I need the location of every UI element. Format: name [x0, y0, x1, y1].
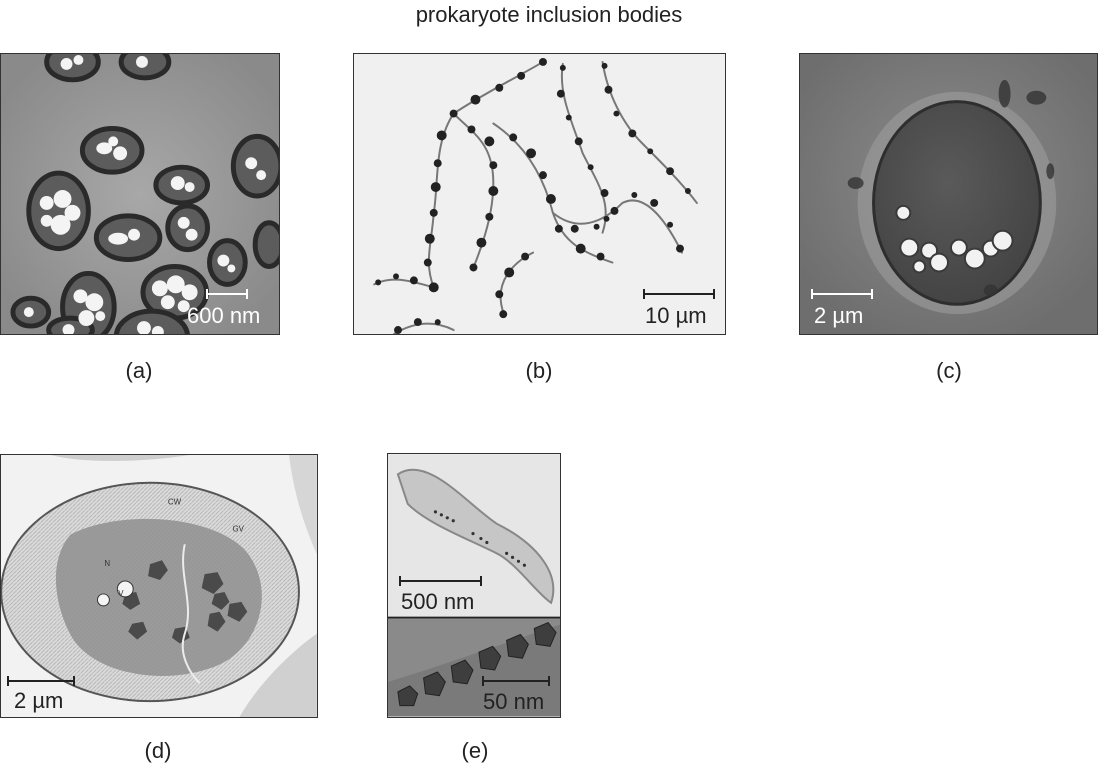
scale-bar: [7, 676, 75, 686]
panel-caption-e: (e): [461, 738, 489, 763]
scale-bar-top-label: 500 nm: [401, 589, 475, 614]
scale-bar: [643, 289, 715, 299]
panel-caption-c: (c): [936, 358, 962, 383]
scale-bar: [811, 289, 873, 299]
scale-bar-bottom: [482, 676, 550, 686]
scale-bar-label: 2 µm: [814, 303, 864, 328]
scale-bar-label: 10 µm: [645, 303, 707, 328]
scale-bar: [206, 289, 248, 299]
panel-caption-d: (d): [144, 738, 172, 763]
panel-caption-b: (b): [525, 358, 553, 383]
panel-caption-a: (a): [125, 358, 153, 383]
micrograph-e-image: [388, 454, 560, 717]
scale-bar-bottom-label: 50 nm: [483, 689, 545, 714]
micrograph-d: CW GV N V 2 µm: [0, 454, 318, 718]
scale-bar-label: 600 nm: [187, 303, 261, 328]
figure-title: prokaryote inclusion bodies: [415, 2, 683, 27]
micrograph-e: 500 nm 50 nm: [387, 453, 561, 718]
micrograph-label-cw: CW: [168, 498, 182, 507]
micrograph-b-image: [354, 54, 725, 334]
scale-bar-top: [399, 576, 482, 586]
micrograph-a: 600 nm: [0, 53, 280, 335]
micrograph-c: 2 µm: [799, 53, 1098, 335]
micrograph-label-n: N: [104, 559, 110, 568]
micrograph-c-image: [800, 54, 1097, 334]
micrograph-label-v: V: [118, 589, 124, 598]
scale-bar-label: 2 µm: [14, 688, 64, 713]
micrograph-label-gv: GV: [232, 524, 244, 533]
micrograph-a-image: [1, 54, 279, 334]
micrograph-d-image: CW GV N V: [1, 455, 317, 717]
micrograph-b: 10 µm: [353, 53, 726, 335]
